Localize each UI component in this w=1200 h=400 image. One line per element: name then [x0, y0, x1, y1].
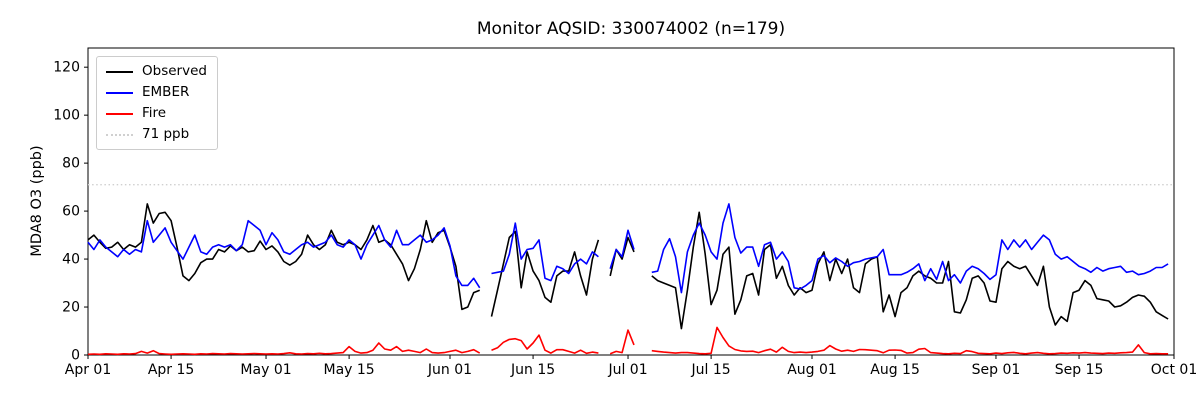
x-tick-label: Sep 15 — [1055, 362, 1104, 378]
series-line-fire — [609, 329, 635, 355]
x-tick-label: Apr 01 — [65, 362, 111, 378]
y-tick-label: 20 — [62, 300, 80, 316]
x-tick-label: Jul 15 — [691, 362, 731, 378]
legend-label: Fire — [142, 105, 167, 121]
x-tick-label: Sep 01 — [972, 362, 1021, 378]
legend-label: EMBER — [142, 84, 190, 100]
series-line-fire — [87, 342, 481, 356]
legend-item-ember: EMBER — [106, 85, 207, 100]
y-tick-label: 80 — [62, 156, 80, 172]
y-tick-label: 40 — [62, 252, 80, 268]
x-tick-label: Oct 01 — [1151, 362, 1197, 378]
legend-item-threshold: 71 ppb — [106, 127, 207, 142]
threshold-line-sample — [106, 133, 133, 136]
series-line-ember — [491, 222, 599, 282]
x-tick-label: May 01 — [240, 362, 291, 378]
x-tick-label: Jul 01 — [607, 362, 647, 378]
legend: Observed EMBER Fire 71 ppb — [96, 56, 218, 150]
fire-line-sample — [106, 112, 133, 115]
observed-line-sample — [106, 70, 133, 73]
series-line-observed — [87, 203, 480, 311]
ember-line-sample — [106, 91, 133, 94]
y-tick-label: 0 — [71, 348, 80, 364]
y-tick-label: 60 — [62, 204, 80, 220]
y-tick-label: 100 — [53, 108, 80, 124]
chart-title: Monitor AQSID: 330074002 (n=179) — [476, 19, 786, 39]
series-line-ember — [609, 229, 635, 269]
legend-item-fire: Fire — [106, 106, 207, 121]
x-tick-label: May 15 — [324, 362, 375, 378]
y-tick-label: 120 — [53, 60, 80, 76]
series-line-ember — [651, 203, 1169, 294]
legend-label: 71 ppb — [142, 126, 190, 142]
x-tick-label: Jun 01 — [427, 362, 472, 378]
x-tick-label: Aug 15 — [870, 362, 920, 378]
axes-spines — [87, 47, 1175, 356]
series-line-fire — [651, 326, 1169, 355]
legend-item-observed: Observed — [106, 64, 207, 79]
series-line-ember — [87, 219, 481, 289]
x-tick-label: Aug 01 — [787, 362, 837, 378]
series-line-observed — [651, 211, 1169, 330]
legend-label: Observed — [142, 63, 207, 79]
series-line-fire — [491, 334, 599, 355]
series-line-observed — [490, 230, 600, 317]
x-tick-label: Jun 15 — [510, 362, 555, 378]
x-tick-label: Apr 15 — [148, 362, 194, 378]
y-axis-label: MDA8 O3 (ppb) — [29, 145, 45, 257]
